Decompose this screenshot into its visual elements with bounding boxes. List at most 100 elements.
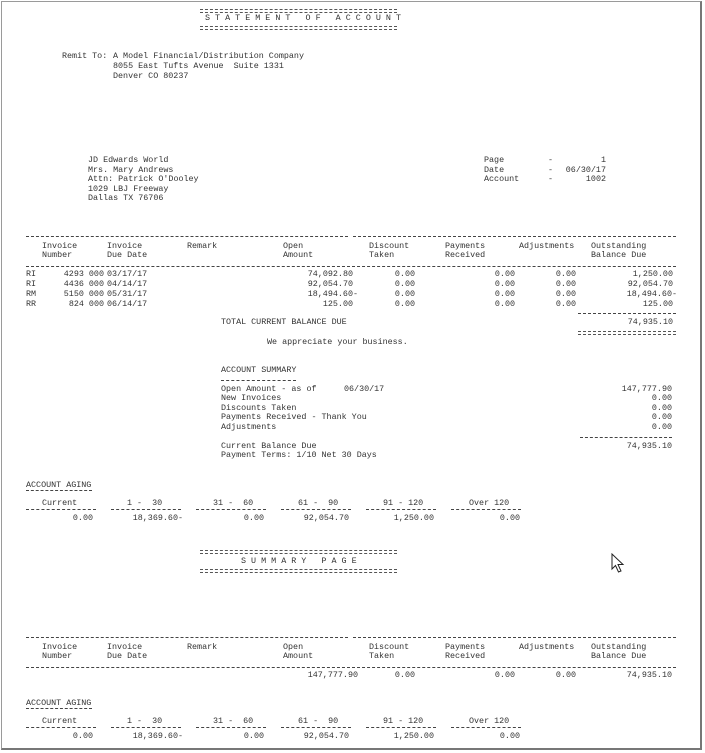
invoice-adjustments: 0.00	[555, 289, 576, 299]
aging-rule	[366, 509, 436, 510]
summary-open-date: 06/30/17	[344, 384, 385, 394]
customer-line: 1029 LBJ Freeway	[88, 184, 169, 194]
col-payments: Received	[445, 250, 486, 260]
summary-rule	[580, 437, 672, 438]
info-value-page: 1	[600, 155, 606, 165]
summary-row-value: 0.00	[651, 412, 672, 422]
col-outstanding: Outstanding	[591, 241, 647, 251]
summary-out: 74,935.10	[626, 670, 672, 680]
info-dash: -	[548, 155, 554, 165]
summary-row-label: New Invoices	[221, 393, 282, 403]
summary-row-value: 0.00	[651, 422, 672, 432]
info-value-account: 1002	[585, 174, 606, 184]
invoice-discount: 0.00	[394, 299, 415, 309]
aging-header: 91 - 120	[383, 498, 424, 508]
statement-title: S T A T E M E N T O F A C C O U N T	[205, 13, 402, 23]
col-due-date: Invoice	[107, 642, 143, 652]
invoice-discount: 0.00	[394, 289, 415, 299]
invoice-number: 4436 000	[63, 279, 104, 289]
aging-value: 1,250.00	[393, 513, 434, 523]
total-label: TOTAL CURRENT BALANCE DUE	[221, 317, 347, 327]
header-rule-top	[353, 637, 676, 638]
col-open-amount: Amount	[283, 651, 314, 661]
col-open-amount: Open	[283, 241, 304, 251]
aging-header: 31 - 60	[213, 498, 254, 508]
invoice-adjustments: 0.00	[555, 279, 576, 289]
col-payments: Received	[445, 651, 486, 661]
col-outstanding: Balance Due	[591, 250, 647, 260]
aging-value: 0.00	[243, 513, 264, 523]
thanks-text: We appreciate your business.	[267, 337, 408, 347]
header-rule-top	[353, 236, 676, 237]
col-payments: Payments	[445, 642, 486, 652]
invoice-due-date: 03/17/17	[107, 269, 148, 279]
remit-label: Remit To:	[62, 51, 108, 61]
aging-value: 1,250.00	[393, 731, 434, 741]
title-rule-top	[200, 9, 397, 13]
invoice-number: 4293 000	[63, 269, 104, 279]
summary-row-value: 0.00	[651, 403, 672, 413]
invoice-due-date: 04/14/17	[107, 279, 148, 289]
aging-rule	[366, 727, 436, 728]
aging-title-rule	[26, 708, 92, 709]
invoice-outstanding: 125.00	[642, 299, 673, 309]
invoice-number: 824 000	[68, 299, 104, 309]
summary-page-rule-top	[200, 550, 397, 554]
summary-row-label: Payments Received - Thank You	[221, 412, 367, 422]
col-invoice-number: Number	[42, 651, 73, 661]
info-label-account: Account	[484, 174, 520, 184]
col-outstanding: Outstanding	[591, 642, 647, 652]
col-invoice-number: Invoice	[42, 642, 78, 652]
aging-rule	[281, 727, 351, 728]
aging-value: 0.00	[499, 731, 520, 741]
invoice-type: RI	[26, 279, 37, 289]
remit-line: A Model Financial/Distribution Company	[113, 51, 304, 61]
info-dash: -	[548, 165, 554, 175]
invoice-due-date: 06/14/17	[107, 299, 148, 309]
col-invoice-number: Number	[42, 250, 73, 260]
aging-rule	[451, 509, 521, 510]
aging-header: 1 - 30	[127, 716, 163, 726]
invoice-payments: 0.00	[494, 289, 515, 299]
invoice-discount: 0.00	[394, 269, 415, 279]
aging-title-rule	[26, 490, 92, 491]
invoice-payments: 0.00	[494, 299, 515, 309]
aging-value: 0.00	[243, 731, 264, 741]
col-remark: Remark	[187, 241, 218, 251]
aging-rule	[111, 509, 181, 510]
aging-header: Current	[42, 498, 78, 508]
col-discount: Taken	[369, 651, 395, 661]
invoice-outstanding: 1,250.00	[632, 269, 673, 279]
col-adjustments: Adjustments	[519, 241, 575, 251]
invoice-adjustments: 0.00	[555, 299, 576, 309]
invoice-type: RI	[26, 269, 37, 279]
invoice-outstanding: 18,494.60-	[626, 289, 677, 299]
aging-header: Over 120	[469, 716, 510, 726]
aging-header: Current	[42, 716, 78, 726]
aging-header: 91 - 120	[383, 716, 424, 726]
info-dash: -	[548, 174, 554, 184]
aging-value: 0.00	[72, 731, 93, 741]
col-payments: Payments	[445, 241, 486, 251]
summary-row-value: 0.00	[651, 393, 672, 403]
invoice-open-amount: 125.00	[322, 299, 353, 309]
total-rule	[578, 313, 676, 314]
summary-balance-label: Current Balance Due	[221, 441, 317, 451]
col-invoice-number: Invoice	[42, 241, 78, 251]
invoice-type: RR	[26, 299, 37, 309]
col-open-amount: Open	[283, 642, 304, 652]
col-adjustments: Adjustments	[519, 642, 575, 652]
summary-row-label: Adjustments	[221, 422, 277, 432]
invoice-payments: 0.00	[494, 269, 515, 279]
total-value: 74,935.10	[627, 317, 673, 327]
summary-balance-value: 74,935.10	[626, 441, 672, 451]
header-rule-top	[26, 637, 348, 638]
info-label-date: Date	[484, 165, 505, 175]
header-rule-bottom	[26, 667, 676, 668]
total-double-rule	[578, 331, 676, 335]
aging-header: 31 - 60	[213, 716, 254, 726]
header-rule-bottom	[26, 266, 676, 267]
summary-pay: 0.00	[494, 670, 515, 680]
col-due-date: Invoice	[107, 241, 143, 251]
